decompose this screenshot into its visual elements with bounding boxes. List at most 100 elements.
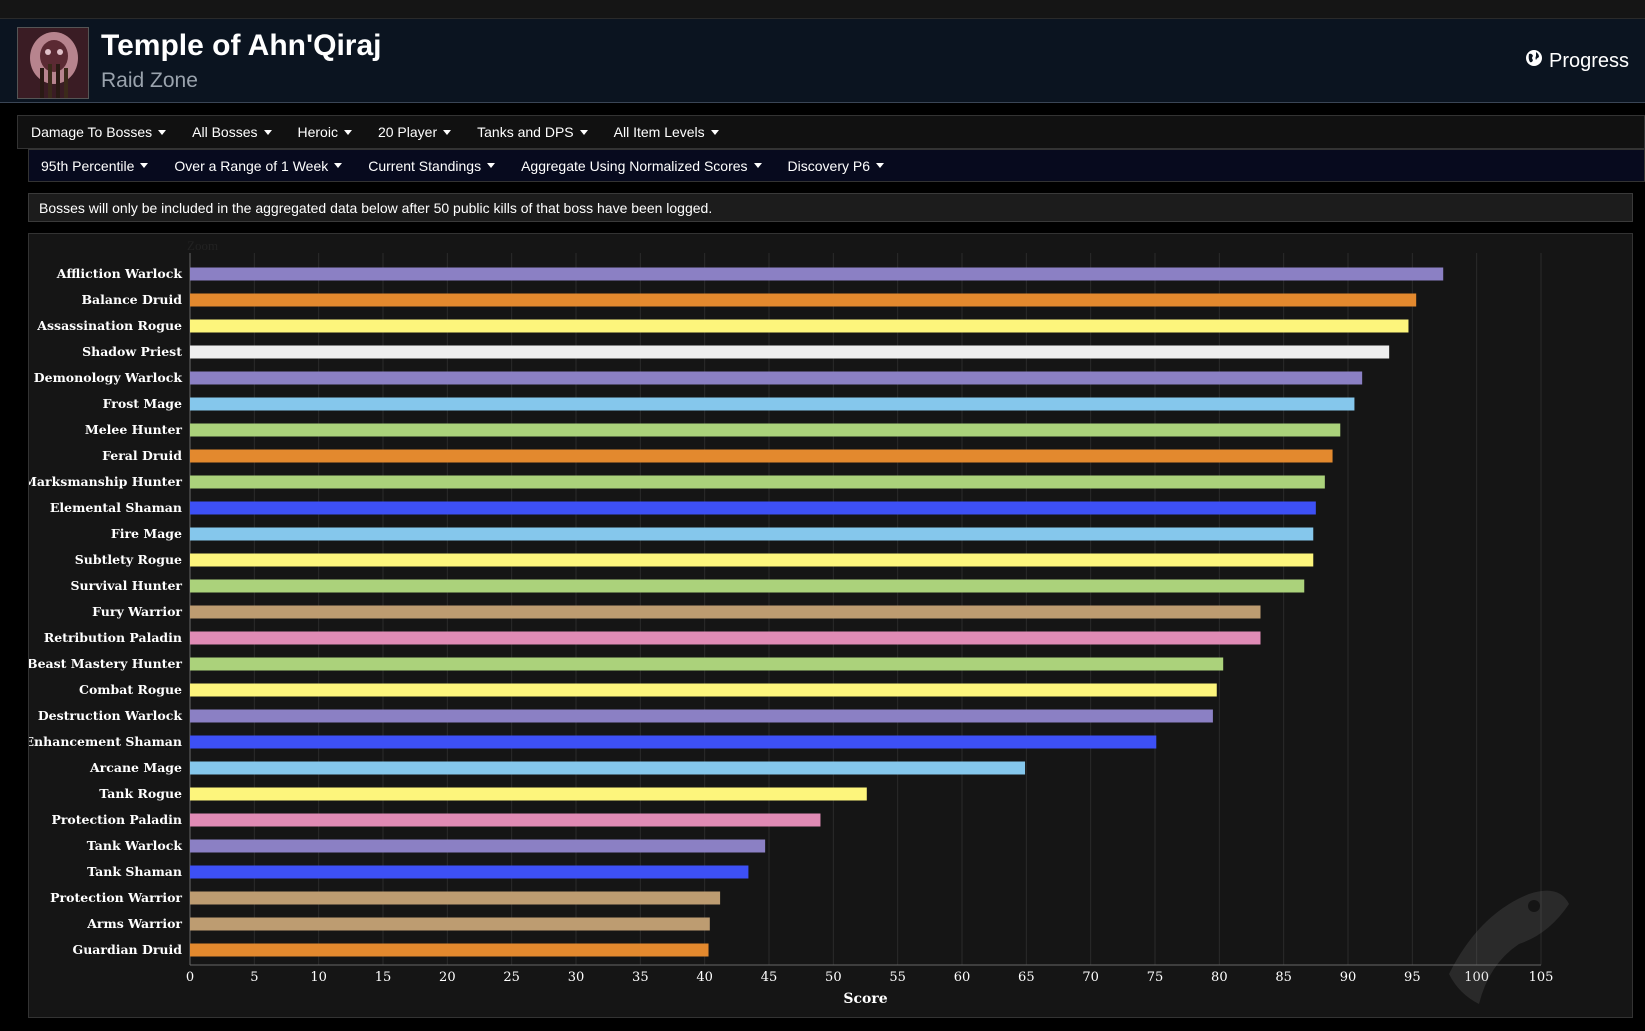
bar-marksmanship-hunter[interactable] [190,475,1325,489]
bar-fire-mage[interactable] [190,527,1314,541]
caret-down-icon [263,129,272,135]
x-tick-label: 5 [250,970,258,985]
bar-tank-warlock[interactable] [190,839,766,853]
category-label: Demonology Warlock [34,370,183,385]
bar-combat-rogue[interactable] [190,683,1217,697]
zoom-label[interactable]: Zoom [187,238,219,253]
x-tick-label: 30 [568,970,585,985]
x-tick-label: 80 [1211,970,1228,985]
site-watermark-icon [1449,890,1569,1004]
bar-balance-druid[interactable] [190,293,1417,307]
category-label: Fury Warrior [92,604,182,619]
x-tick-label: 100 [1464,970,1489,985]
bar-feral-druid[interactable] [190,449,1333,463]
bar-arcane-mage[interactable] [190,761,1026,775]
filter-bar-primary: Damage To Bosses All Bosses Heroic 20 Pl… [17,115,1645,149]
percentile-dropdown[interactable]: 95th Percentile [41,158,149,174]
caret-down-icon [343,129,352,135]
bar-guardian-druid[interactable] [190,943,709,957]
bar-tank-shaman[interactable] [190,865,749,879]
partition-dropdown[interactable]: Discovery P6 [788,158,884,174]
zone-icon [17,27,89,99]
category-label: Marksmanship Hunter [29,474,182,489]
category-label: Tank Shaman [87,864,182,879]
category-label: Assassination Rogue [36,318,182,333]
bar-enhancement-shaman[interactable] [190,735,1157,749]
standings-dropdown[interactable]: Current Standings [368,158,496,174]
item-level-dropdown[interactable]: All Item Levels [614,124,719,140]
x-tick-label: 40 [696,970,713,985]
x-tick-label: 50 [825,970,842,985]
category-label: Shadow Priest [82,344,182,359]
caret-down-icon [876,163,884,168]
filter-bar-secondary: 95th Percentile Over a Range of 1 Week C… [28,149,1645,182]
bar-destruction-warlock[interactable] [190,709,1213,723]
category-label: Arcane Mage [89,760,182,775]
bar-protection-warrior[interactable] [190,891,721,905]
category-label: Balance Druid [81,292,182,307]
category-label: Destruction Warlock [38,708,183,723]
x-tick-label: 20 [439,970,456,985]
chart-container: 0 5 10 15 20 25 30 35 40 45 50 55 60 65 70 75 80 85 90 95 10… [28,233,1633,1018]
progress-link[interactable]: Progress [1525,49,1629,73]
bar-arms-warrior[interactable] [190,917,710,931]
globe-icon [1525,49,1543,73]
category-label: Fire Mage [111,526,182,541]
bar-retribution-paladin[interactable] [190,631,1261,645]
category-label: Protection Warrior [50,890,182,905]
x-tick-label: 45 [761,970,778,985]
score-bar-chart: 0 5 10 15 20 25 30 35 40 45 50 55 60 65 70 75 80 85 90 95 10… [29,253,1569,1007]
bar-frost-mage[interactable] [190,397,1355,411]
page-title: Temple of Ahn'Qiraj [101,29,382,62]
boss-dropdown[interactable]: All Bosses [192,124,272,140]
top-bar [0,0,1645,19]
x-tick-label: 75 [1147,970,1164,985]
bar-elemental-shaman[interactable] [190,501,1316,515]
x-tick-label: 85 [1275,970,1292,985]
bar-demonology-warlock[interactable] [190,371,1363,385]
x-tick-label: 35 [632,970,649,985]
caret-down-icon [753,163,762,168]
bar-shadow-priest[interactable] [190,345,1390,359]
category-label: Guardian Druid [73,942,183,957]
category-label: Retribution Paladin [44,630,182,645]
zone-header: Temple of Ahn'Qiraj Raid Zone Progress [0,19,1645,103]
category-label: Tank Warlock [87,838,183,853]
caret-down-icon [443,129,452,135]
bar-fury-warrior[interactable] [190,605,1261,619]
bar-protection-paladin[interactable] [190,813,821,827]
bar-subtlety-rogue[interactable] [190,553,1314,567]
difficulty-dropdown[interactable]: Heroic [298,124,352,140]
caret-down-icon [579,129,588,135]
x-axis-title: Score [843,991,887,1007]
bar-tank-rogue[interactable] [190,787,867,801]
bar-melee-hunter[interactable] [190,423,1341,437]
category-label: Subtlety Rogue [75,552,182,567]
bar-assassination-rogue[interactable] [190,319,1409,333]
progress-label: Progress [1549,49,1630,72]
x-tick-label: 95 [1404,970,1421,985]
category-label: Survival Hunter [71,578,183,593]
x-tick-label: 0 [186,970,194,985]
role-dropdown[interactable]: Tanks and DPS [477,124,588,140]
aggregate-dropdown[interactable]: Aggregate Using Normalized Scores [521,158,762,174]
raid-size-dropdown[interactable]: 20 Player [378,124,452,140]
x-tick-label: 15 [375,970,392,985]
category-label: Protection Paladin [51,812,182,827]
category-label: Beast Mastery Hunter [29,656,182,671]
x-tick-label: 10 [310,970,327,985]
bar-affliction-warlock[interactable] [190,267,1444,281]
x-tick-label: 25 [503,970,520,985]
metric-dropdown[interactable]: Damage To Bosses [31,124,167,140]
bar-beast-mastery-hunter[interactable] [190,657,1224,671]
x-tick-label: 70 [1082,970,1099,985]
category-label: Combat Rogue [79,682,182,697]
caret-down-icon [487,163,496,168]
x-tick-label: 65 [1018,970,1035,985]
caret-down-icon [710,129,719,135]
time-range-dropdown[interactable]: Over a Range of 1 Week [174,158,343,174]
bar-survival-hunter[interactable] [190,579,1305,593]
category-label: Elemental Shaman [50,500,182,515]
x-tick-label: 90 [1340,970,1357,985]
category-label: Frost Mage [103,396,182,411]
